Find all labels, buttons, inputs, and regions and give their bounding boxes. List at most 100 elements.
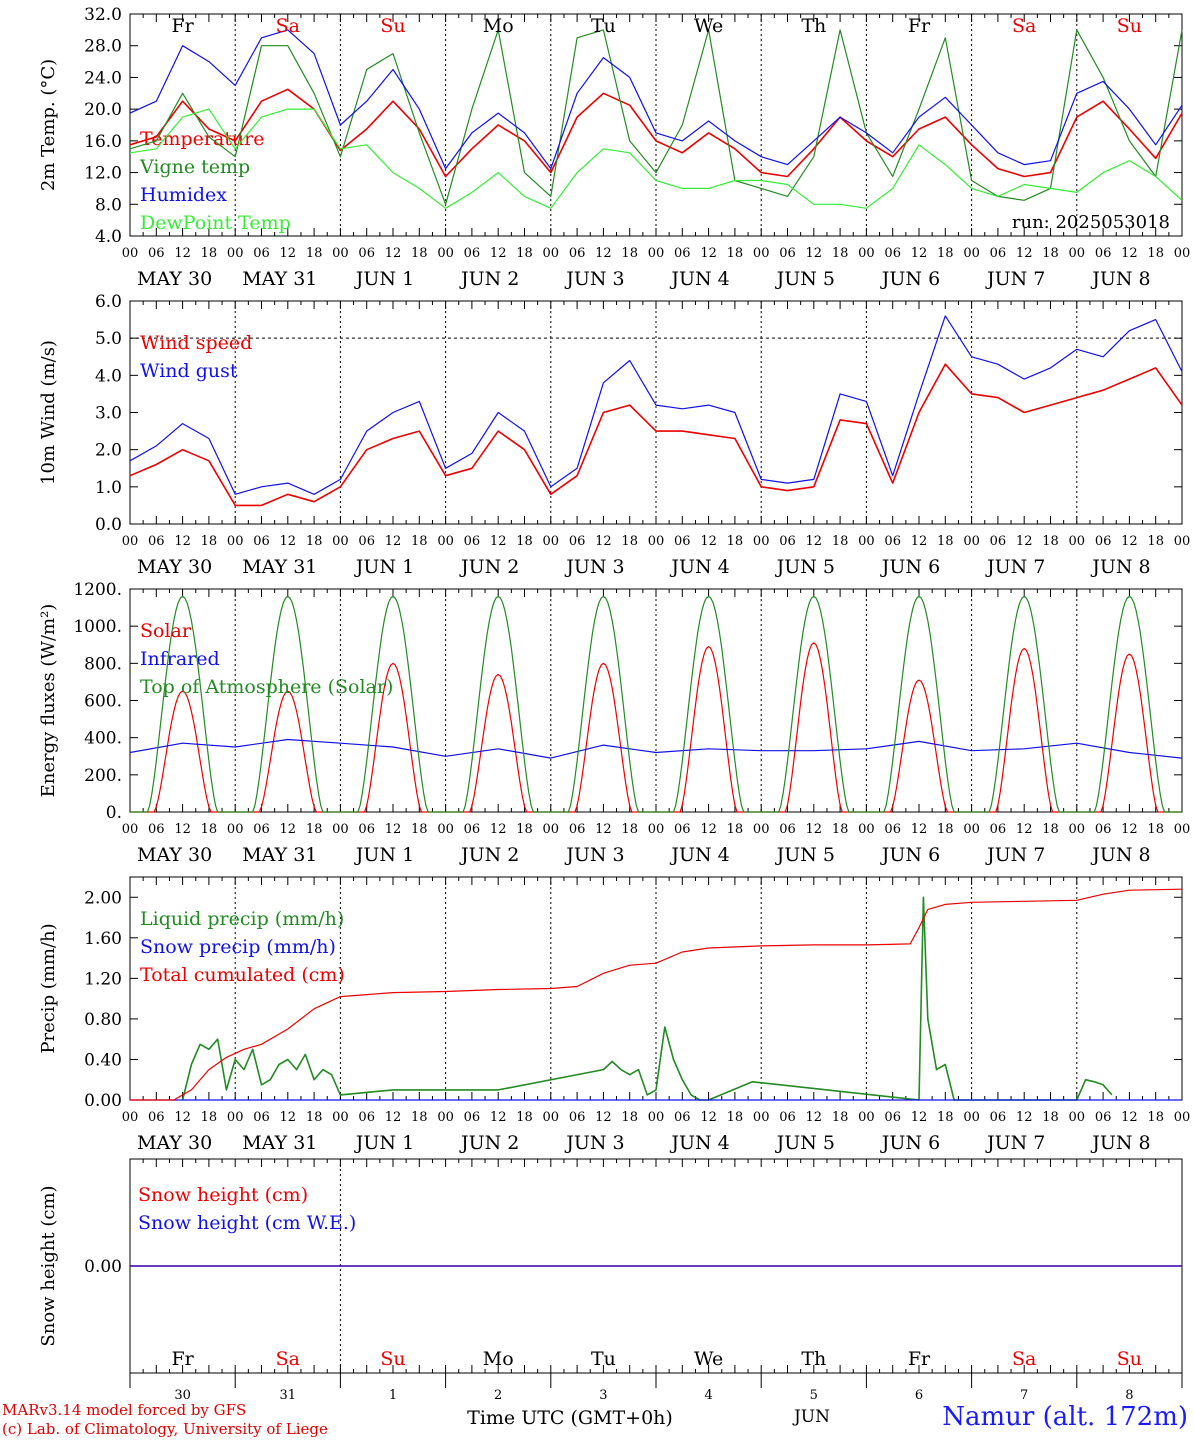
hour-tick-label: 18 — [1042, 246, 1059, 261]
hour-tick-label: 00 — [858, 822, 875, 837]
hour-tick-label: 18 — [1147, 1110, 1164, 1125]
hour-tick-label: 12 — [911, 1110, 928, 1125]
hour-tick-label: 18 — [621, 246, 638, 261]
hour-tick-label: 12 — [1016, 534, 1033, 549]
hour-tick-label: 00 — [227, 822, 244, 837]
series-line — [130, 642, 1182, 813]
date-label: JUN 4 — [669, 844, 729, 866]
date-label: JUN 2 — [459, 556, 519, 578]
hour-tick-label: 06 — [148, 1110, 165, 1125]
hour-tick-label: 00 — [1174, 1110, 1191, 1125]
day-abbr: Su — [1117, 15, 1142, 37]
legend-entry: Total cumulated (cm) — [140, 964, 345, 986]
day-abbr-bottom: Tu — [591, 1348, 616, 1370]
day-abbr-bottom: Sa — [276, 1348, 300, 1370]
hour-tick-label: 18 — [411, 1110, 428, 1125]
day-abbr: Sa — [1012, 15, 1036, 37]
hour-tick-label: 00 — [963, 534, 980, 549]
y-tick-label: 8.0 — [95, 195, 122, 215]
hour-tick-label: 18 — [516, 1110, 533, 1125]
hour-tick-label: 00 — [122, 1110, 139, 1125]
hour-tick-label: 00 — [753, 822, 770, 837]
date-label: JUN 1 — [354, 1132, 414, 1154]
legend-entry: Snow precip (mm/h) — [140, 936, 336, 958]
day-abbr: Su — [380, 15, 405, 37]
day-abbr: Sa — [276, 15, 300, 37]
hour-tick-label: 00 — [122, 822, 139, 837]
y-tick-label: 400. — [84, 729, 122, 749]
hour-tick-label: 06 — [148, 534, 165, 549]
hour-tick-label: 06 — [253, 534, 270, 549]
date-label: JUN 2 — [459, 268, 519, 290]
date-label: JUN 3 — [564, 844, 624, 866]
legend-entry: Wind gust — [140, 360, 238, 382]
hour-tick-label: 00 — [648, 246, 665, 261]
hour-tick-label: 06 — [990, 822, 1007, 837]
hour-tick-label: 06 — [358, 534, 375, 549]
hour-tick-label: 06 — [253, 1110, 270, 1125]
date-label: JUN 7 — [985, 844, 1045, 866]
y-tick-label: 28.0 — [84, 37, 122, 57]
date-label: JUN 8 — [1090, 268, 1150, 290]
hour-tick-label: 06 — [253, 246, 270, 261]
hour-tick-label: 12 — [174, 246, 191, 261]
y-tick-label: 16.0 — [84, 132, 122, 152]
hour-tick-label: 00 — [227, 1110, 244, 1125]
hour-tick-label: 18 — [201, 822, 218, 837]
date-label: JUN 7 — [985, 556, 1045, 578]
hour-tick-label: 00 — [437, 822, 454, 837]
y-tick-label: 32.0 — [84, 5, 122, 25]
month-label: JUN — [792, 1407, 830, 1427]
legend-entry: DewPoint Temp — [140, 212, 291, 234]
hour-tick-label: 18 — [621, 534, 638, 549]
hour-tick-label: 00 — [227, 534, 244, 549]
hour-tick-label: 18 — [516, 534, 533, 549]
legend-entry: Solar — [140, 620, 192, 642]
hour-tick-label: 12 — [385, 1110, 402, 1125]
hour-tick-label: 06 — [569, 822, 586, 837]
date-label: JUN 5 — [775, 556, 835, 578]
hour-tick-label: 12 — [595, 534, 612, 549]
hour-tick-label: 18 — [516, 246, 533, 261]
hour-tick-label: 12 — [1016, 1110, 1033, 1125]
hour-tick-label: 00 — [1174, 246, 1191, 261]
y-tick-label: 5.0 — [95, 329, 122, 349]
hour-tick-label: 18 — [937, 822, 954, 837]
hour-tick-label: 18 — [201, 246, 218, 261]
model-credit: MARv3.14 model forced by GFS — [2, 1401, 247, 1419]
date-label: JUN 3 — [564, 1132, 624, 1154]
hour-tick-label: 12 — [1016, 246, 1033, 261]
day-number: 1 — [389, 1388, 397, 1403]
hour-tick-label: 18 — [201, 534, 218, 549]
hour-tick-label: 00 — [437, 246, 454, 261]
hour-tick-label: 06 — [674, 1110, 691, 1125]
hour-tick-label: 18 — [937, 246, 954, 261]
date-label: MAY 30 — [137, 268, 212, 290]
hour-tick-label: 12 — [280, 1110, 297, 1125]
hour-tick-label: 18 — [937, 534, 954, 549]
hour-tick-label: 12 — [700, 1110, 717, 1125]
hour-tick-label: 06 — [358, 1110, 375, 1125]
hour-tick-label: 06 — [779, 246, 796, 261]
date-label: MAY 31 — [242, 844, 317, 866]
hour-tick-label: 12 — [806, 1110, 823, 1125]
hour-tick-label: 18 — [1147, 534, 1164, 549]
hour-tick-label: 12 — [806, 534, 823, 549]
day-number: 7 — [1020, 1388, 1028, 1403]
y-tick-label: 1.60 — [84, 929, 122, 949]
day-abbr-bottom: Su — [1117, 1348, 1142, 1370]
date-label: JUN 2 — [459, 844, 519, 866]
hour-tick-label: 00 — [753, 534, 770, 549]
hour-tick-label: 12 — [174, 822, 191, 837]
hour-tick-label: 06 — [1095, 1110, 1112, 1125]
hour-tick-label: 06 — [253, 822, 270, 837]
hour-tick-label: 18 — [411, 822, 428, 837]
day-abbr: Th — [801, 15, 826, 37]
hour-tick-label: 00 — [963, 822, 980, 837]
hour-tick-label: 06 — [148, 822, 165, 837]
hour-tick-label: 06 — [1095, 822, 1112, 837]
y-tick-label: 0. — [106, 803, 122, 823]
hour-tick-label: 06 — [779, 822, 796, 837]
hour-tick-label: 18 — [1042, 534, 1059, 549]
hour-tick-label: 18 — [201, 1110, 218, 1125]
